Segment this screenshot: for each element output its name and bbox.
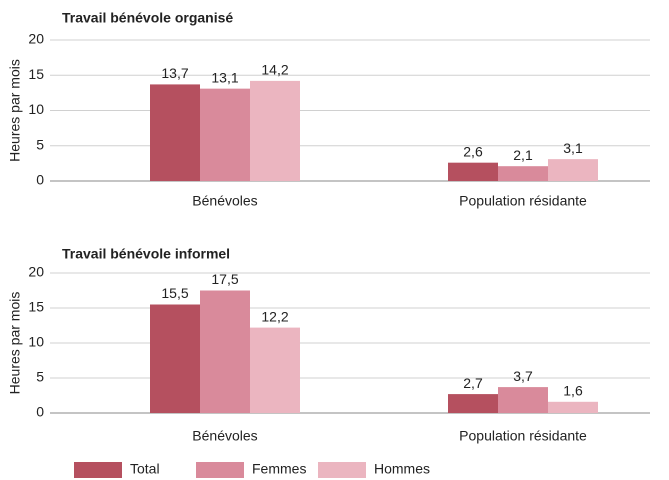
y-axis-label: Heures par mois	[7, 292, 23, 395]
data-label: 3,7	[513, 368, 533, 384]
x-tick-label: Bénévoles	[192, 193, 257, 209]
bar	[200, 290, 250, 413]
data-label: 3,1	[563, 140, 583, 156]
legend-swatch	[318, 462, 366, 478]
legend-label: Hommes	[374, 461, 430, 477]
legend-label: Total	[130, 461, 160, 477]
x-tick-label: Population résidante	[459, 193, 587, 209]
chart-title: Travail bénévole informel	[62, 246, 230, 262]
legend-swatch	[196, 462, 244, 478]
y-tick-label: 0	[36, 172, 44, 188]
legend-swatch	[74, 462, 122, 478]
chart-title: Travail bénévole organisé	[62, 10, 233, 26]
data-label: 2,6	[463, 143, 483, 159]
y-tick-label: 20	[28, 264, 44, 280]
bar	[448, 162, 498, 181]
y-tick-label: 15	[28, 66, 44, 82]
legend-label: Femmes	[252, 461, 306, 477]
x-tick-label: Population résidante	[459, 428, 587, 444]
y-tick-label: 20	[28, 31, 44, 47]
bar	[548, 159, 598, 181]
y-tick-label: 5	[36, 136, 44, 152]
data-label: 14,2	[261, 62, 288, 78]
bar	[448, 394, 498, 413]
y-tick-label: 15	[28, 299, 44, 315]
x-tick-label: Bénévoles	[192, 428, 257, 444]
data-label: 17,5	[211, 271, 238, 287]
y-tick-label: 10	[28, 334, 44, 350]
data-label: 15,5	[161, 285, 188, 301]
bar	[548, 401, 598, 413]
bar	[498, 387, 548, 413]
data-label: 1,6	[563, 383, 583, 399]
bar	[200, 88, 250, 181]
data-label: 13,7	[161, 65, 188, 81]
y-axis-label: Heures par mois	[7, 59, 23, 162]
bar	[250, 80, 300, 181]
bar	[498, 166, 548, 181]
bar	[150, 304, 200, 413]
bar	[250, 327, 300, 413]
data-label: 2,1	[513, 147, 533, 163]
y-tick-label: 0	[36, 404, 44, 420]
data-label: 13,1	[211, 69, 238, 85]
data-label: 12,2	[261, 308, 288, 324]
data-label: 2,7	[463, 375, 483, 391]
y-tick-label: 10	[28, 101, 44, 117]
y-tick-label: 5	[36, 369, 44, 385]
bar	[150, 84, 200, 181]
